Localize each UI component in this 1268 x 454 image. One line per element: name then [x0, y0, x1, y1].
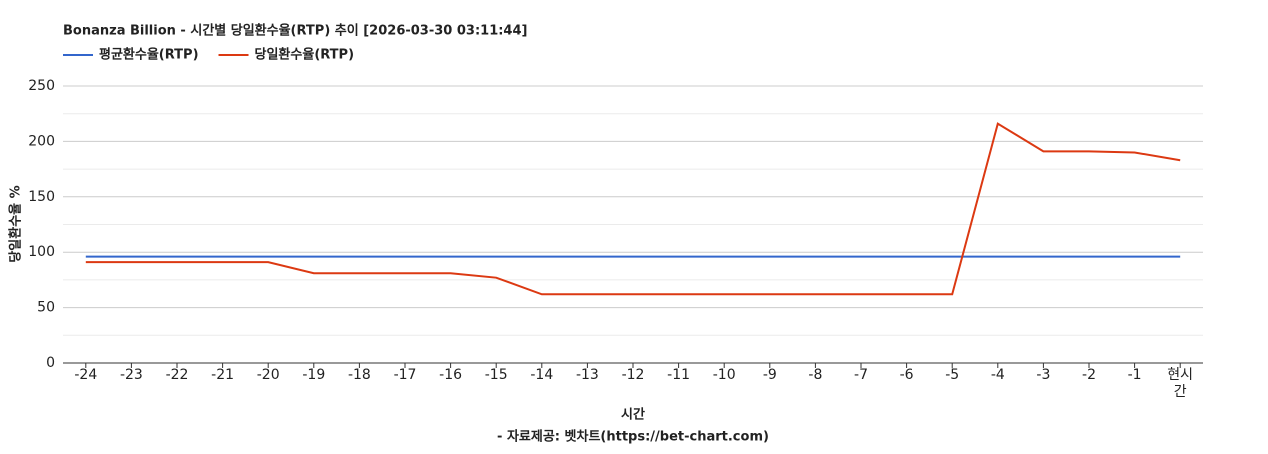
y-tick-label: 50 — [37, 300, 55, 316]
x-tick-label: -4 — [990, 367, 1005, 383]
x-axis-label: 시간 — [621, 407, 645, 423]
x-tick-label: -16 — [439, 367, 463, 383]
y-tick-label: 250 — [28, 78, 55, 94]
x-tick-label: -18 — [347, 367, 371, 383]
legend-label: 당일환수율(RTP) — [255, 47, 355, 63]
x-tick-label: -1 — [1127, 367, 1142, 383]
x-tick-label: -24 — [74, 367, 98, 383]
x-tick-label: -12 — [621, 367, 645, 383]
x-tick-label: -15 — [484, 367, 508, 383]
x-tick-label: 현시간 — [1167, 367, 1194, 400]
x-tick-label: -2 — [1082, 367, 1096, 383]
x-tick-label: -9 — [762, 367, 777, 383]
x-tick-label: -6 — [899, 367, 914, 383]
y-tick-label: 150 — [28, 189, 55, 205]
x-tick-label: -23 — [119, 367, 143, 383]
y-axis-label: 당일환수율 % — [8, 185, 24, 262]
x-tick-label: -22 — [165, 367, 189, 383]
legend-label: 평균환수율(RTP) — [99, 47, 199, 63]
footer: - 자료제공: 벳차트(https://bet-chart.com) — [497, 429, 769, 445]
x-tick-label: -13 — [575, 367, 599, 383]
x-tick-label: -8 — [808, 367, 823, 383]
x-tick-label: -11 — [667, 367, 691, 383]
x-tick-label: -5 — [945, 367, 960, 383]
x-tick-label: -7 — [854, 367, 868, 383]
y-tick-label: 100 — [28, 244, 55, 260]
y-tick-label: 0 — [46, 355, 55, 371]
y-tick-label: 200 — [28, 133, 55, 149]
x-tick-label: -21 — [211, 367, 235, 383]
line-series — [85, 122, 1181, 296]
x-tick-label: -17 — [393, 367, 417, 383]
x-tick-label: -14 — [530, 367, 554, 383]
chart-title: Bonanza Billion - 시간별 당일환수율(RTP) 추이 [202… — [63, 23, 527, 39]
x-tick-label: -10 — [712, 367, 736, 383]
x-tick-label: -19 — [302, 367, 326, 383]
x-tick-label: -3 — [1036, 367, 1051, 383]
x-tick-label: -20 — [256, 367, 280, 383]
